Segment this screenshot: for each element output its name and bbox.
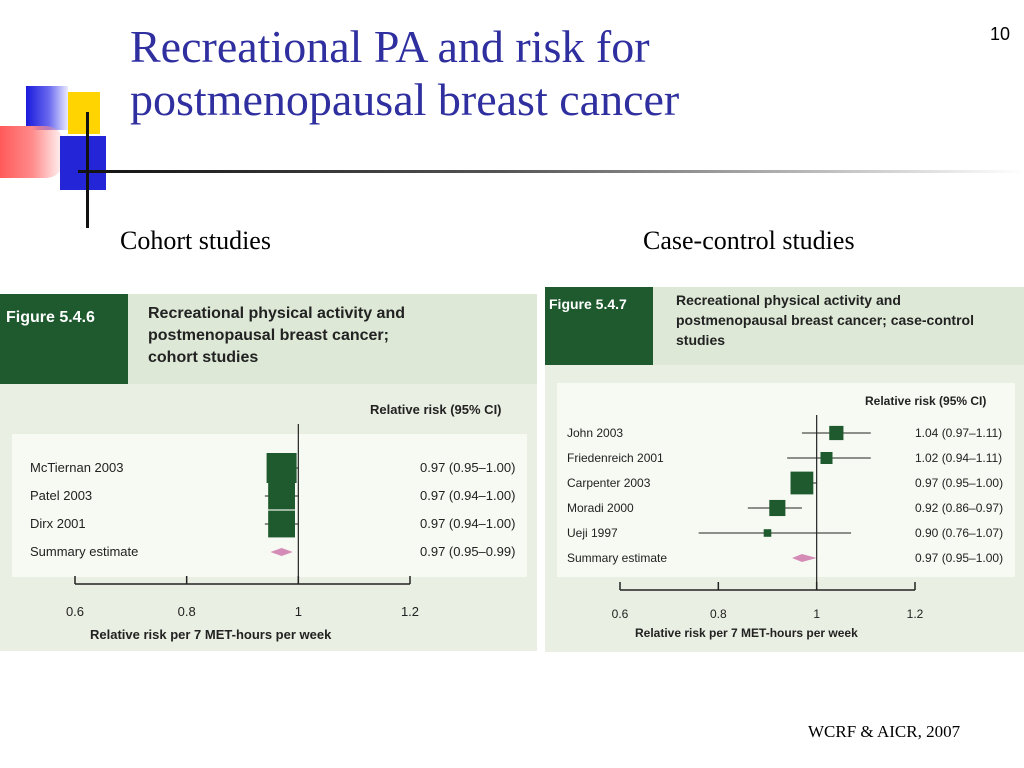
- summary-ci-label: 0.97 (0.95–0.99): [420, 544, 515, 559]
- cohort-label: Cohort studies: [120, 226, 271, 255]
- figure-label: Figure 5.4.7: [549, 296, 627, 312]
- point-estimate-marker: [266, 453, 297, 483]
- figure-cohort: Figure 5.4.6 Recreational physical activi…: [0, 294, 537, 651]
- ci-header: Relative risk (95% CI): [865, 394, 986, 408]
- point-estimate-marker: [763, 529, 772, 537]
- x-axis-label: Relative risk per 7 MET-hours per week: [90, 627, 332, 642]
- study-name: McTiernan 2003: [30, 460, 123, 475]
- x-tick-label: 1: [813, 607, 820, 621]
- slide-title: Recreational PA and risk for postmenopau…: [130, 20, 970, 126]
- figure-title-line: cohort studies: [148, 349, 258, 366]
- study-name: Moradi 2000: [567, 501, 634, 515]
- point-estimate-marker: [829, 425, 844, 441]
- forest-plot-svg: Figure 5.4.7 Recreational physical activi…: [545, 287, 1024, 640]
- figure-title-line: Recreational physical activity and: [676, 292, 901, 308]
- study-ci-label: 0.97 (0.94–1.00): [420, 488, 515, 503]
- x-tick-label: 0.6: [612, 607, 629, 621]
- study-name: Carpenter 2003: [567, 476, 651, 490]
- plot-panel: [557, 383, 1015, 577]
- figure-label-box: [0, 294, 128, 384]
- study-name: John 2003: [567, 426, 623, 440]
- summary-ci-label: 0.97 (0.95–1.00): [915, 551, 1003, 565]
- summary-name: Summary estimate: [567, 551, 667, 565]
- decor-blue-square-top: [26, 86, 68, 130]
- figure-label: Figure 5.4.6: [6, 309, 95, 326]
- figure-title-line: Recreational physical activity and: [148, 305, 405, 322]
- x-axis-label: Relative risk per 7 MET-hours per week: [635, 626, 858, 640]
- point-estimate-marker: [769, 499, 786, 517]
- point-estimate-marker: [268, 510, 295, 538]
- summary-name: Summary estimate: [30, 544, 138, 559]
- study-ci-label: 1.04 (0.97–1.11): [915, 426, 1002, 440]
- figure-case-control: Figure 5.4.7 Recreational physical activi…: [545, 287, 1024, 652]
- figure-title-line: postmenopausal breast cancer; case-contr…: [676, 312, 974, 328]
- title-divider: [78, 170, 1024, 173]
- point-estimate-marker: [790, 471, 814, 495]
- x-tick-label: 1.2: [907, 607, 924, 621]
- x-tick-label: 1.2: [401, 604, 419, 619]
- study-ci-label: 0.97 (0.95–1.00): [915, 476, 1003, 490]
- study-name: Ueji 1997: [567, 526, 618, 540]
- study-ci-label: 0.97 (0.94–1.00): [420, 516, 515, 531]
- figure-title-line: studies: [676, 332, 725, 348]
- forest-plot-svg: Figure 5.4.6 Recreational physical activi…: [0, 294, 537, 642]
- x-tick-label: 0.8: [178, 604, 196, 619]
- summary-diamond: [270, 548, 293, 556]
- ci-header: Relative risk (95% CI): [370, 402, 502, 417]
- decor-blue-square-bottom: [60, 136, 106, 190]
- study-name: Dirx 2001: [30, 516, 86, 531]
- x-tick-label: 0.8: [710, 607, 727, 621]
- decor-red-shape: [0, 126, 64, 178]
- figure-label-box: [545, 287, 653, 365]
- decor-vertical-line: [86, 112, 89, 228]
- slide-title-line-2: postmenopausal breast cancer: [130, 74, 680, 125]
- study-ci-label: 0.97 (0.95–1.00): [420, 460, 515, 475]
- figure-title-line: postmenopausal breast cancer;: [148, 327, 389, 344]
- study-ci-label: 0.92 (0.86–0.97): [915, 501, 1003, 515]
- point-estimate-marker: [268, 482, 295, 510]
- slide-title-line-1: Recreational PA and risk for: [130, 21, 650, 72]
- study-name: Friedenreich 2001: [567, 451, 664, 465]
- study-ci-label: 0.90 (0.76–1.07): [915, 526, 1003, 540]
- source-footer: WCRF & AICR, 2007: [808, 722, 961, 741]
- study-name: Patel 2003: [30, 488, 92, 503]
- case-control-label: Case-control studies: [643, 226, 855, 255]
- x-tick-label: 1: [295, 604, 302, 619]
- decor-yellow-square: [68, 92, 100, 134]
- x-tick-label: 0.6: [66, 604, 84, 619]
- point-estimate-marker: [820, 452, 833, 464]
- summary-diamond: [792, 554, 817, 562]
- page-number: 10: [990, 24, 1011, 44]
- study-ci-label: 1.02 (0.94–1.11): [915, 451, 1002, 465]
